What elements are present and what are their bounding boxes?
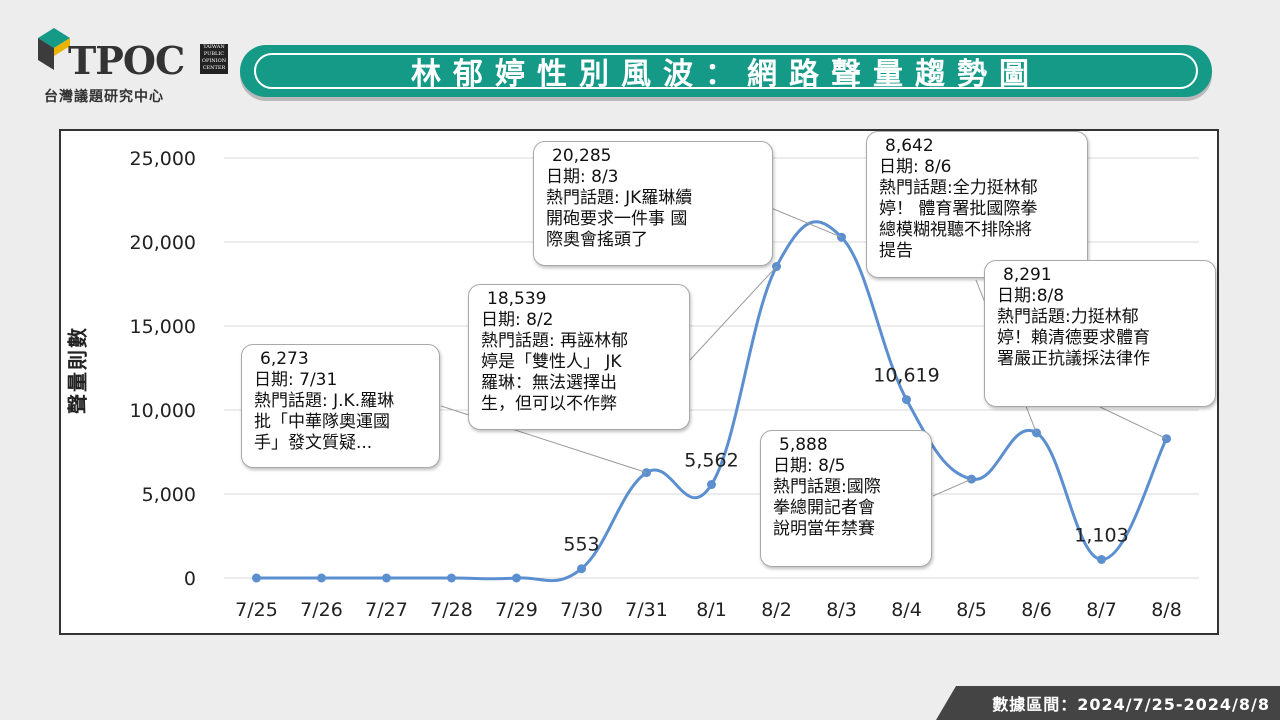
- y-axis-label: 聲量則數: [65, 326, 90, 414]
- x-tick-label: 8/4: [891, 599, 922, 621]
- x-tick-label: 8/5: [956, 599, 987, 621]
- callout-value: 6,273: [260, 349, 309, 369]
- callout-body: 日期:8/8 熱門話題:力挺林郁 婷！賴清德要求體育 署嚴正抗議採法律作: [997, 286, 1150, 369]
- title-banner: 林郁婷性別風波：網路聲量趨勢圖: [240, 45, 1212, 97]
- page-title: 林郁婷性別風波：網路聲量趨勢圖: [411, 57, 1041, 92]
- callout-8-6: 8,642 日期: 8/6 熱門話題:全力挺林郁 婷！ 體育署批國際拳 總模糊視聽…: [866, 131, 1088, 278]
- callout-7-31: 6,273 日期: 7/31 熱門話題: J.K.羅琳 批「中華隊奧運國 手」發文…: [241, 344, 440, 468]
- data-point: [577, 564, 586, 574]
- x-tick-label: 7/28: [430, 599, 473, 621]
- callout-value: 5,888: [779, 435, 828, 455]
- callout-8-8: 8,291 日期:8/8 熱門話題:力挺林郁 婷！賴清德要求體育 署嚴正抗議採法律…: [984, 260, 1216, 407]
- x-tick-label: 8/7: [1086, 599, 1117, 621]
- data-label: 553: [563, 534, 599, 556]
- x-tick-label: 8/6: [1021, 599, 1052, 621]
- title-banner-frame: [254, 53, 1198, 89]
- data-point: [902, 395, 911, 405]
- callout-leader-line: [932, 478, 972, 497]
- x-tick-label: 7/25: [235, 599, 278, 621]
- x-tick-label: 8/2: [761, 599, 792, 621]
- callout-leader-line: [1099, 406, 1167, 440]
- data-point: [252, 573, 261, 583]
- x-tick-label: 8/8: [1151, 599, 1182, 621]
- y-tick-label: 0: [184, 568, 196, 590]
- data-label: 1,103: [1074, 524, 1128, 546]
- y-tick-label: 25,000: [130, 148, 196, 170]
- callout-body: 日期: 8/6 熱門話題:全力挺林郁 婷！ 體育署批國際拳 總模糊視聽不排除將 …: [879, 157, 1038, 261]
- data-range-footer: 數據區間：2024/7/25-2024/8/8: [936, 686, 1280, 720]
- x-tick-label: 7/29: [495, 599, 538, 621]
- x-tick-label: 7/27: [365, 599, 408, 621]
- data-label: 10,619: [873, 365, 939, 387]
- callout-value: 18,539: [487, 289, 547, 309]
- callout-value: 20,285: [552, 146, 612, 166]
- logo-subtitle: 台灣議題研究中心: [44, 89, 164, 105]
- data-label: 5,562: [684, 450, 738, 472]
- callout-8-5: 5,888 日期: 8/5 熱門話題:國際 拳總開記者會 說明當年禁賽: [760, 430, 932, 567]
- data-point: [447, 573, 456, 583]
- callout-body: 日期: 8/5 熱門話題:國際 拳總開記者會 說明當年禁賽: [773, 456, 881, 539]
- data-point: [512, 573, 521, 583]
- line-chart: 0 5,000 10,000 15,000 20,000 25,000 7/25 7/26 7/…: [130, 148, 1199, 621]
- callout-value: 8,291: [1003, 265, 1052, 285]
- x-tick-label: 8/1: [696, 599, 727, 621]
- callout-8-3: 20,285 日期: 8/3 熱門話題: JK羅琳續 開砲要求一件事 國 際奧會搖…: [533, 141, 773, 266]
- data-point: [382, 573, 391, 583]
- callout-body: 日期: 8/3 熱門話題: JK羅琳續 開砲要求一件事 國 際奧會搖頭了: [546, 167, 693, 250]
- logo-seal: TAIWAN PUBLIC OPINION CENTER: [200, 44, 228, 74]
- logo: TPOC TAIWAN PUBLIC OPINION CENTER 台灣議題研究中心: [34, 24, 228, 105]
- callout-body: 日期: 7/31 熱門話題: J.K.羅琳 批「中華隊奧運國 手」發文質疑...: [254, 370, 395, 453]
- x-tick-label: 7/30: [560, 599, 603, 621]
- x-tick-label: 7/31: [625, 599, 668, 621]
- logo-text: TPOC: [68, 38, 185, 83]
- data-point: [1097, 554, 1106, 564]
- data-point: [707, 480, 716, 490]
- y-tick-label: 10,000: [130, 400, 196, 422]
- callout-body: 日期: 8/2 熱門話題: 再誣林郁 婷是「雙性人」 JK 羅琳：無法選擇出 生…: [481, 310, 629, 414]
- logo-mark-icon: [38, 28, 70, 70]
- callout-8-2: 18,539 日期: 8/2 熱門話題: 再誣林郁 婷是「雙性人」 JK 羅琳：無…: [468, 284, 690, 430]
- y-tick-label: 15,000: [130, 316, 196, 338]
- x-tick-label: 8/3: [826, 599, 857, 621]
- data-point: [317, 573, 326, 583]
- callout-value: 8,642: [885, 136, 934, 156]
- callout-leader-line: [689, 266, 777, 361]
- x-tick-label: 7/26: [300, 599, 343, 621]
- data-point: [837, 232, 846, 242]
- y-tick-label: 20,000: [130, 232, 196, 254]
- y-tick-label: 5,000: [142, 484, 196, 506]
